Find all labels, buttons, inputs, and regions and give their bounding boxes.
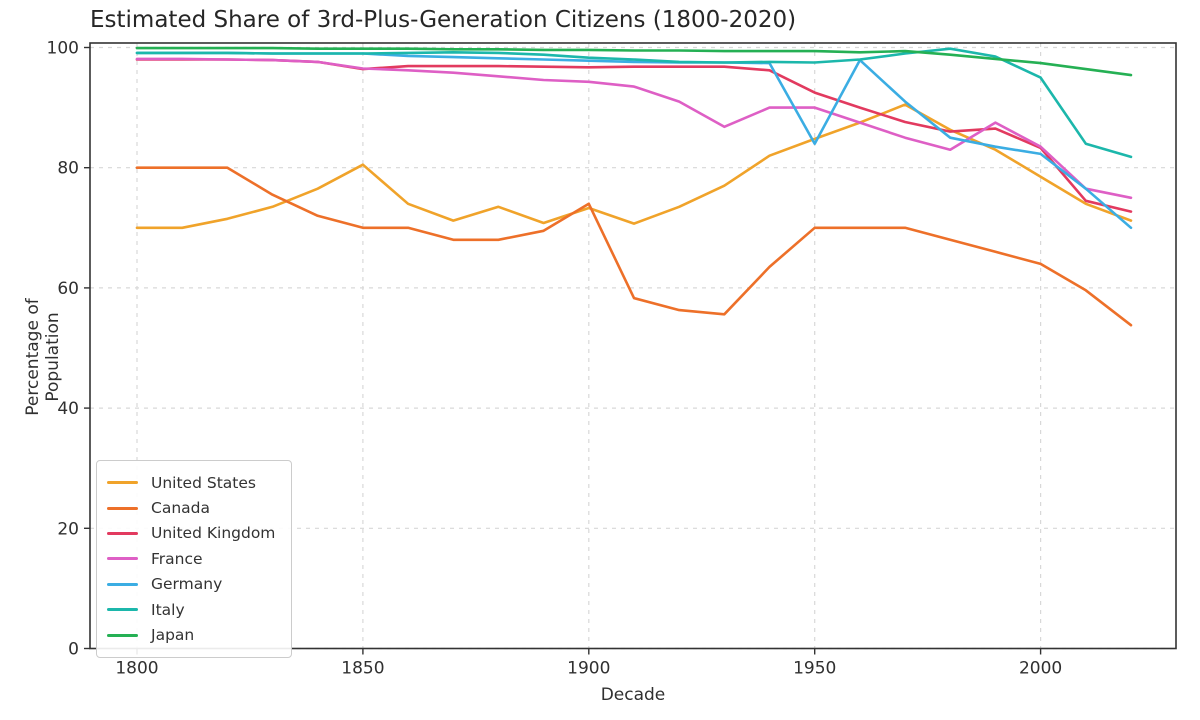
legend-item-united-states: United States <box>107 470 277 495</box>
legend-label-japan: Japan <box>151 626 195 645</box>
legend-label-united-states: United States <box>151 473 256 492</box>
y-tick-label-0: 0 <box>68 640 79 660</box>
legend-label-italy: Italy <box>151 600 185 619</box>
y-tick-label-80: 80 <box>57 159 79 179</box>
legend-swatch-germany <box>107 582 138 586</box>
legend-swatch-united-states <box>107 481 138 485</box>
x-tick-label-1900: 1900 <box>567 659 610 679</box>
legend-swatch-france <box>107 557 138 561</box>
series-line-united-states <box>135 103 1133 230</box>
legend-label-france: France <box>151 549 203 568</box>
legend-item-germany: Germany <box>107 572 277 597</box>
legend-swatch-united-kingdom <box>107 531 138 535</box>
series-line-japan <box>135 46 1133 77</box>
legend-item-france: France <box>107 546 277 571</box>
legend-label-canada: Canada <box>151 499 210 518</box>
legend-swatch-japan <box>107 633 138 637</box>
legend-swatch-italy <box>107 608 138 612</box>
series-line-canada <box>135 166 1133 327</box>
series-line-united-kingdom <box>135 58 1133 213</box>
chart-title: Estimated Share of 3rd-Plus-Generation C… <box>90 7 797 33</box>
y-tick-label-20: 20 <box>57 519 79 539</box>
legend-swatch-canada <box>107 506 138 510</box>
legend-item-canada: Canada <box>107 495 277 520</box>
legend-item-united-kingdom: United Kingdom <box>107 521 277 546</box>
y-tick-label-60: 60 <box>57 279 79 299</box>
series-line-italy <box>135 47 1133 159</box>
y-tick-label-40: 40 <box>57 399 79 419</box>
x-tick-label-1950: 1950 <box>793 659 836 679</box>
legend-label-united-kingdom: United Kingdom <box>151 524 276 543</box>
x-tick-label-1850: 1850 <box>341 659 384 679</box>
legend: United States Canada United Kingdom France G… <box>96 460 292 658</box>
legend-item-italy: Italy <box>107 597 277 622</box>
x-tick-label-2000: 2000 <box>1019 659 1062 679</box>
y-tick-label-100: 100 <box>47 39 79 59</box>
y-axis-label: Percentage of Population <box>23 298 63 416</box>
axes-spines <box>89 42 1177 650</box>
legend-label-germany: Germany <box>151 575 223 594</box>
legend-item-japan: Japan <box>107 622 277 647</box>
x-tick-label-1800: 1800 <box>115 659 158 679</box>
x-axis-label: Decade <box>600 685 666 705</box>
